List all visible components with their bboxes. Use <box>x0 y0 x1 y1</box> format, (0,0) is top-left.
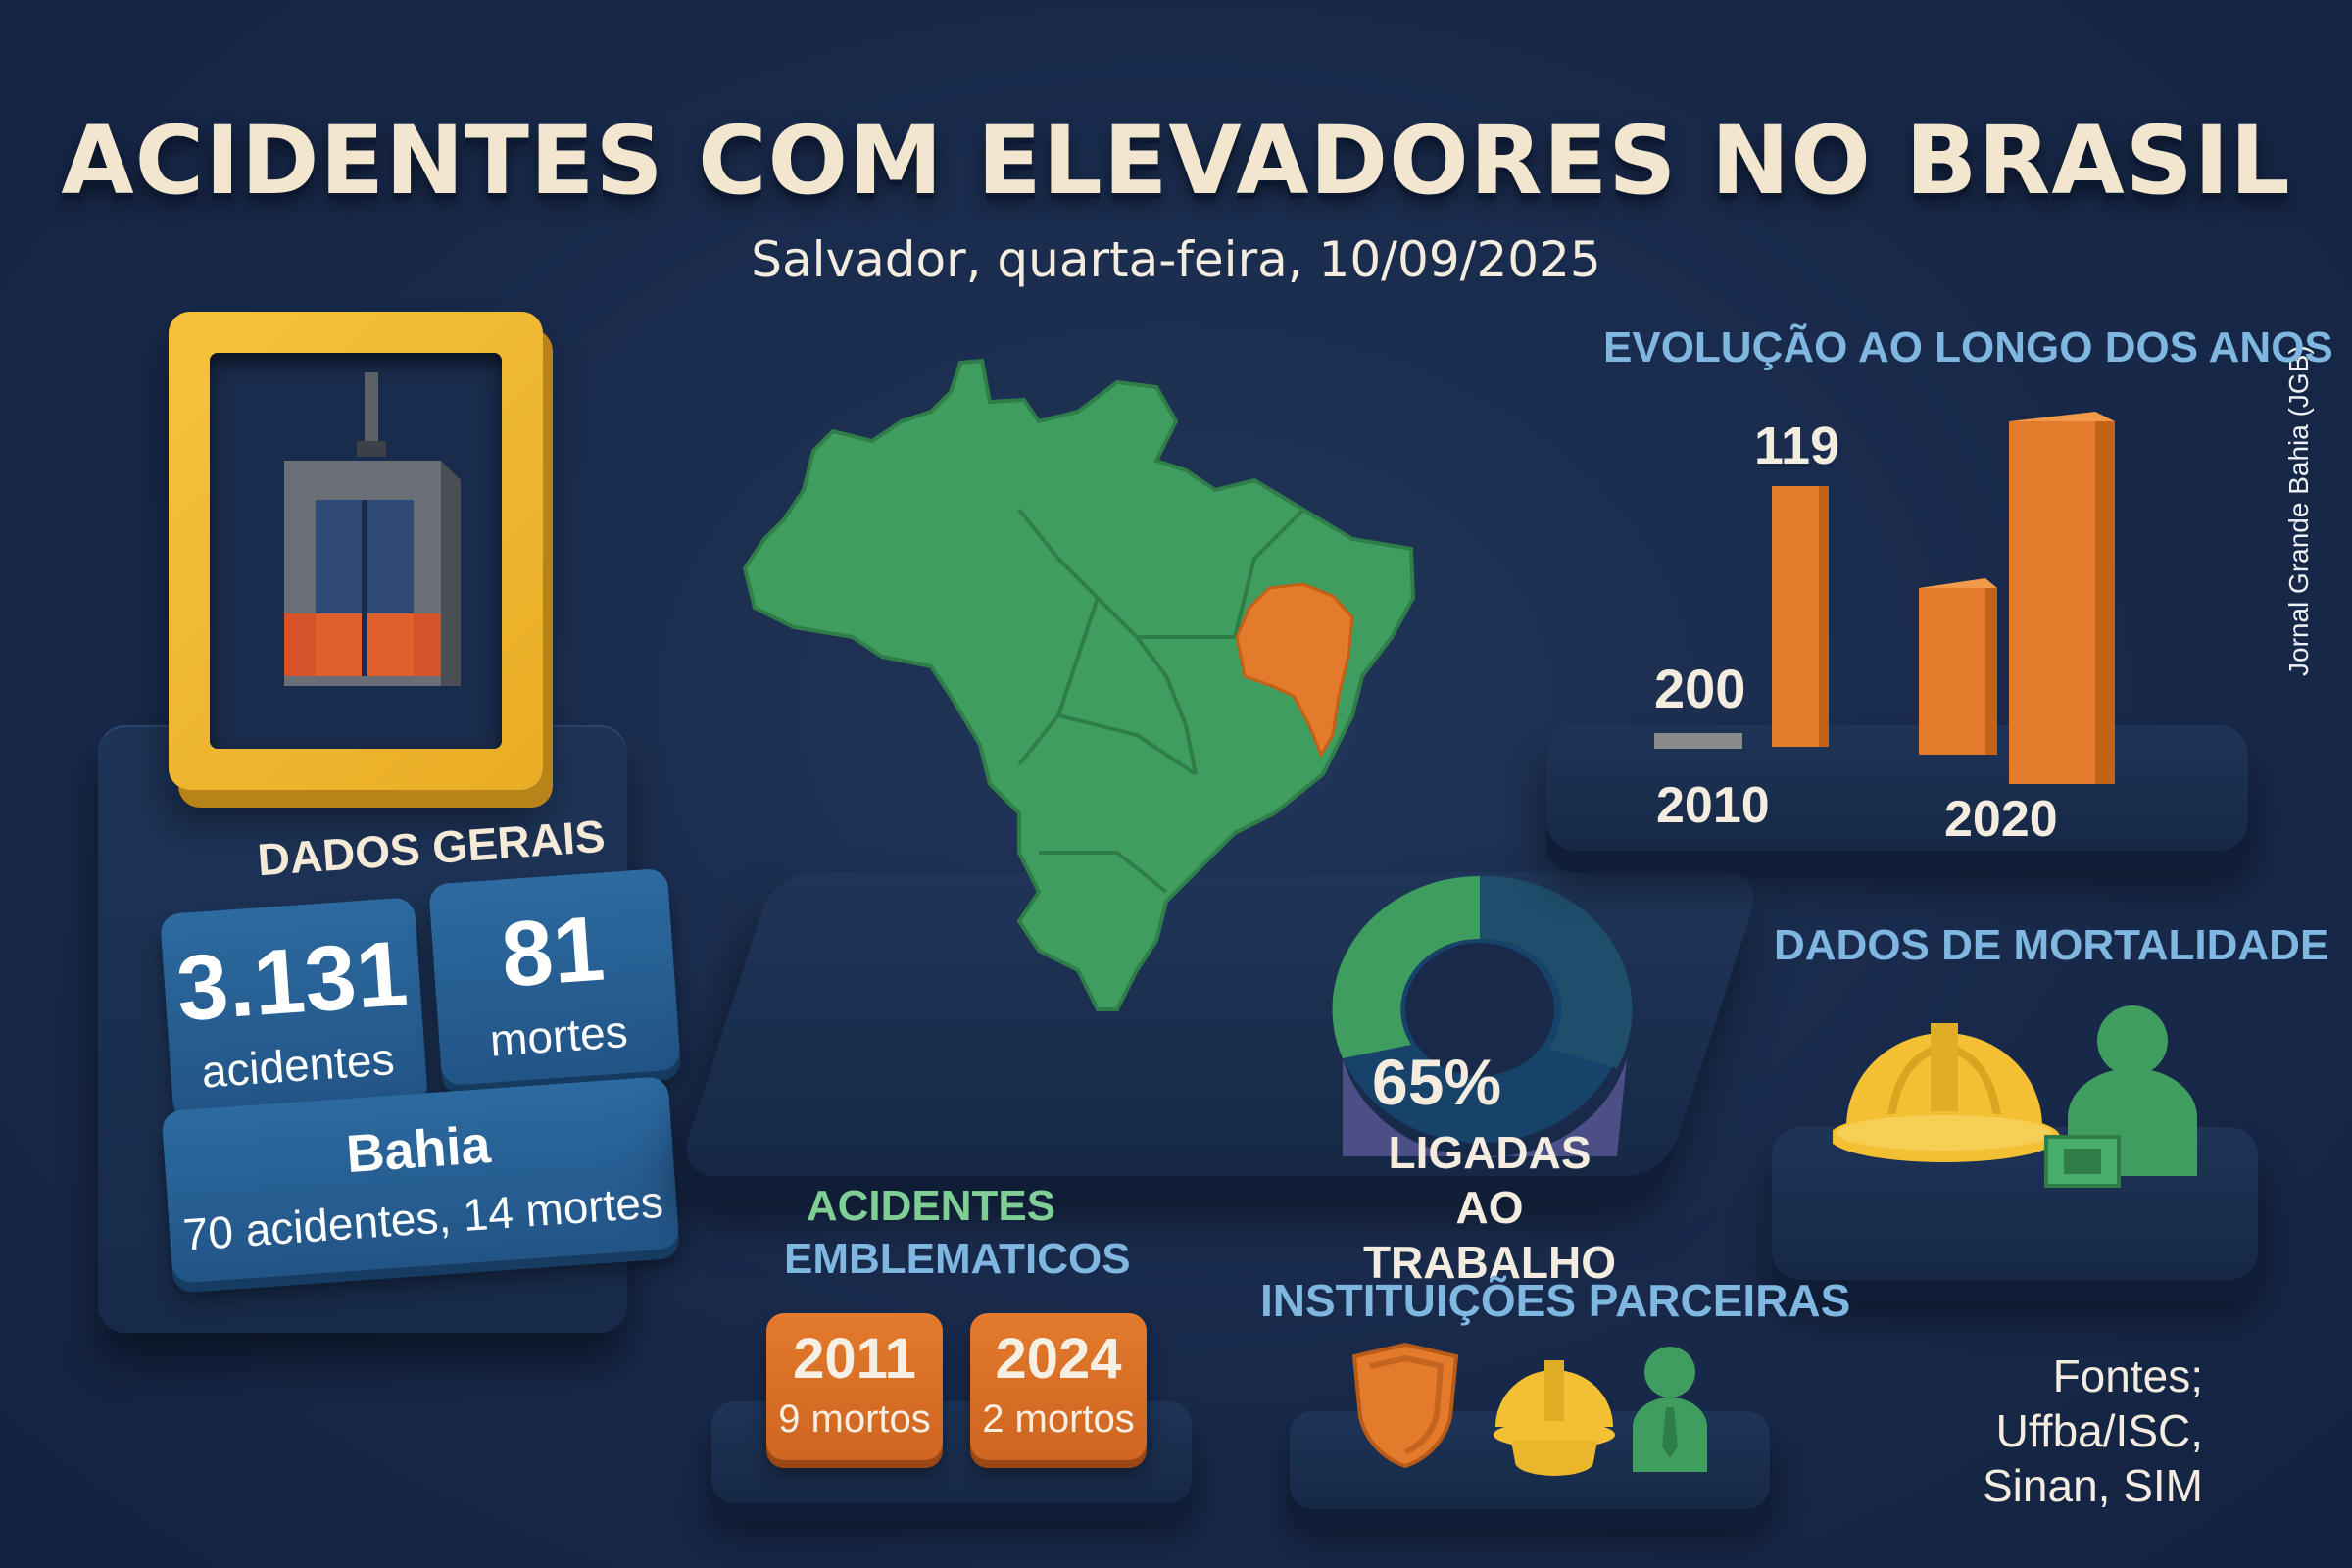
bar-tall-thin <box>1772 486 1829 747</box>
hard-hat-icon <box>1494 1360 1615 1476</box>
brazil-map <box>742 358 1416 1011</box>
emblematic-deaths: 2 mortos <box>982 1397 1135 1441</box>
worker-icon <box>2044 1005 2197 1188</box>
emblematic-deaths: 9 mortos <box>778 1397 931 1441</box>
accidents-value: 3.131 <box>173 920 411 1041</box>
emblematic-year: 2011 <box>793 1327 916 1391</box>
accidents-label: acidentes <box>200 1033 397 1098</box>
emblematic-heading-line2: EMBLEMATICOS <box>784 1235 1131 1283</box>
bahia-highlight <box>1235 582 1354 759</box>
work-related-label: LIGADAS AO TRABALHO <box>1352 1125 1627 1290</box>
emblematic-card-2024: 2024 2 mortos <box>970 1313 1147 1460</box>
sources-line2: Sinan, SIM <box>1983 1460 2203 1511</box>
mortality-heading: DADOS DE MORTALIDADE <box>1774 921 2329 969</box>
work-related-percent: 65% <box>1372 1046 1502 1118</box>
emblematic-year: 2024 <box>995 1327 1122 1391</box>
brazil-shape <box>742 358 1416 1011</box>
partners-icons <box>1351 1342 1707 1476</box>
deaths-label: mortes <box>488 1005 630 1066</box>
donut-segment-purple <box>1343 1058 1627 1158</box>
partners-heading: INSTITUIÇÕES PARCEIRAS <box>1260 1275 1851 1326</box>
work-related-line2: AO TRABALHO <box>1362 1182 1617 1288</box>
mortality-icons <box>1833 1005 2197 1188</box>
bahia-card: Bahia 70 acidentes, 14 mortes <box>161 1076 680 1284</box>
bar-2010-base <box>1654 733 1742 749</box>
accidents-card: 3.131 acidentes <box>159 897 429 1120</box>
year-2010-label: 2010 <box>1656 777 1770 834</box>
work-related-donut <box>1332 875 1633 1158</box>
evolution-bars <box>1654 412 2115 784</box>
sources-note: Fontes; Uffba/ISC, Sinan, SIM <box>1880 1348 2203 1513</box>
donut-segment-teal <box>1480 875 1633 1068</box>
bar-2020-tall <box>2009 412 2115 784</box>
year-2020-label: 2020 <box>1944 791 2058 848</box>
hard-hat-icon <box>1833 1023 2060 1162</box>
donut-segment-green <box>1332 875 1480 1058</box>
work-related-line1: LIGADAS <box>1388 1127 1592 1178</box>
deaths-value: 81 <box>498 896 608 1006</box>
bar-value-200: 200 <box>1654 658 1746 719</box>
emblematic-card-2011: 2011 9 mortos <box>766 1313 943 1460</box>
person-icon <box>1633 1347 1707 1472</box>
page-subtitle: Salvador, quarta-feira, 10/09/2025 <box>751 231 1601 288</box>
deaths-card: 81 mortes <box>428 867 681 1087</box>
page-title: ACIDENTES COM ELEVADORES NO BRASIL <box>61 106 2291 216</box>
bar-value-119: 119 <box>1754 416 1840 475</box>
emblematic-heading-line1: ACIDENTES <box>806 1182 1056 1230</box>
bar-2020-mid <box>1919 578 1997 755</box>
shield-icon <box>1351 1342 1459 1469</box>
emblematic-heading: ACIDENTES EMBLEMATICOS <box>784 1180 1131 1286</box>
elevator-icon <box>284 372 461 686</box>
evolution-heading: EVOLUÇÃO AO LONGO DOS ANOS <box>1603 323 2333 371</box>
sources-line1: Fontes; Uffba/ISC, <box>1995 1350 2203 1456</box>
credit-label: Jornal Grande Bahia (JGB) <box>2283 345 2314 676</box>
